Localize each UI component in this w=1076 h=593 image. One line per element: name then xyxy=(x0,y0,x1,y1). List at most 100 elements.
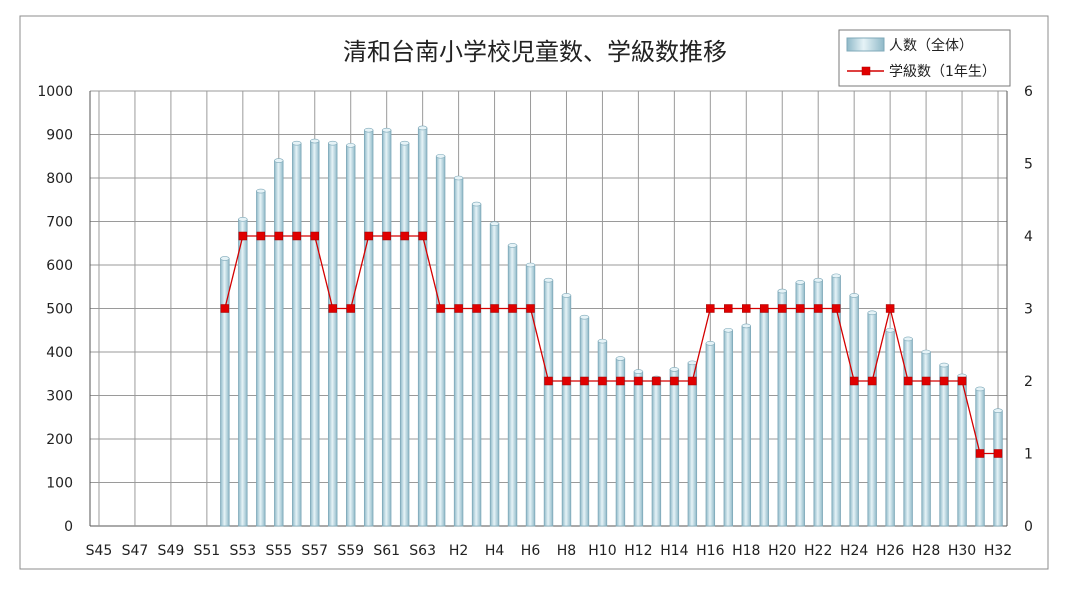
bar xyxy=(651,377,662,527)
y-right-tick-label: 5 xyxy=(1024,157,1033,173)
bar-cap xyxy=(831,273,841,279)
line-marker xyxy=(454,304,463,313)
line-marker xyxy=(760,304,769,313)
x-tick-label: S47 xyxy=(122,543,149,559)
line-marker xyxy=(310,231,320,241)
y-left-tick-label: 500 xyxy=(46,302,73,318)
bar-cap xyxy=(364,127,374,133)
x-tick-label: H26 xyxy=(876,543,904,559)
bar xyxy=(759,308,769,527)
bar-cap xyxy=(795,280,805,285)
line-marker xyxy=(813,304,823,313)
bar-cap xyxy=(867,310,877,316)
bar xyxy=(453,177,464,527)
line-marker xyxy=(795,304,805,313)
bar-cap xyxy=(543,277,554,283)
bar-cap xyxy=(292,140,302,146)
bar xyxy=(363,129,374,527)
y-right-tick-label: 4 xyxy=(1024,229,1033,245)
line-marker xyxy=(652,376,661,386)
bar-cap xyxy=(256,188,266,194)
bar-cap xyxy=(310,138,320,144)
bar-cap xyxy=(597,338,608,344)
x-tick-label: S53 xyxy=(229,543,256,559)
line-marker xyxy=(346,304,355,313)
bar-cap xyxy=(418,125,428,131)
line-marker xyxy=(903,376,913,386)
chart-title: 清和台南小学校児童数、学級数推移 xyxy=(343,38,727,66)
bar xyxy=(831,275,841,527)
x-tick-label: H2 xyxy=(449,543,468,559)
bar xyxy=(957,375,967,527)
y-right-tick-label: 0 xyxy=(1024,519,1033,535)
line-marker xyxy=(939,376,949,386)
line-marker xyxy=(993,449,1003,458)
bar-cap xyxy=(615,356,626,361)
bar xyxy=(741,325,751,527)
bar-cap xyxy=(453,175,464,181)
bar xyxy=(993,410,1003,527)
line-layer xyxy=(220,231,1003,458)
bar-cap xyxy=(939,362,949,368)
bar xyxy=(507,245,518,527)
bar-cap xyxy=(993,408,1003,414)
legend-line-marker xyxy=(861,66,871,76)
line-marker xyxy=(544,376,553,386)
bar xyxy=(328,142,338,527)
bar xyxy=(687,362,698,527)
line-marker xyxy=(508,304,517,313)
line-marker xyxy=(490,304,499,313)
bar-cap xyxy=(471,201,482,207)
bar-cap xyxy=(507,243,518,248)
y-right-tick-label: 3 xyxy=(1024,302,1033,318)
bar-cap xyxy=(975,386,985,392)
x-tick-label: H28 xyxy=(912,543,940,559)
bar-cap xyxy=(346,143,356,148)
line-marker xyxy=(867,376,877,386)
y-right-tick-label: 2 xyxy=(1024,374,1033,390)
bar xyxy=(417,127,428,527)
line-marker xyxy=(364,231,373,241)
bar xyxy=(633,371,644,527)
x-tick-label: S49 xyxy=(158,543,185,559)
x-tick-label: S45 xyxy=(86,543,113,559)
x-tick-label: H20 xyxy=(768,543,796,559)
line-marker xyxy=(256,231,266,241)
bar-cap xyxy=(741,323,751,329)
line-marker xyxy=(418,231,427,241)
line-marker xyxy=(975,449,985,458)
bar-cap xyxy=(274,158,284,163)
bar xyxy=(471,203,482,527)
line-marker xyxy=(742,304,751,313)
bar-cap xyxy=(885,327,895,333)
bar-cap xyxy=(777,288,787,294)
x-tick-label: H6 xyxy=(521,543,541,559)
x-tick-label: H16 xyxy=(696,543,724,559)
legend-label-bars: 人数（全体） xyxy=(889,37,973,54)
line-marker xyxy=(706,304,715,313)
bar-cap xyxy=(525,262,536,268)
bar xyxy=(525,264,536,527)
y-right-tick-label: 6 xyxy=(1024,84,1033,100)
legend-label-line: 学級数（1年生） xyxy=(889,64,996,80)
bar-cap xyxy=(633,369,644,374)
line-marker xyxy=(724,304,733,313)
x-tick-label: H30 xyxy=(948,543,976,559)
x-tick-label: H22 xyxy=(804,543,832,559)
line-marker xyxy=(634,376,643,386)
bar xyxy=(723,329,734,527)
x-tick-label: S59 xyxy=(337,543,364,559)
bar xyxy=(256,190,266,527)
bar xyxy=(885,329,895,527)
bar-cap xyxy=(921,349,931,355)
bar-cap xyxy=(813,277,823,283)
y-left-tick-label: 700 xyxy=(46,215,73,231)
y-left-tick-label: 200 xyxy=(46,432,73,448)
x-tick-label: H12 xyxy=(624,543,652,559)
bar xyxy=(381,129,392,527)
line-marker xyxy=(849,376,859,386)
axis-layer: 0 100 200 300 400 500 600 700 800 900 1000 0 1 2 3 4 5 6 S… xyxy=(37,84,1033,559)
x-tick-label: H14 xyxy=(660,543,688,559)
